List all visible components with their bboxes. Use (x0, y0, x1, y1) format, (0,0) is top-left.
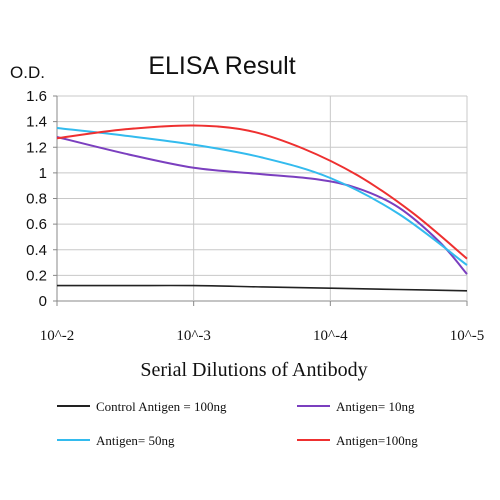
y-tick-label: 1.6 (26, 88, 47, 105)
series-line-antigen-100ng (56, 124, 468, 260)
legend-label: Antigen=100ng (336, 433, 418, 448)
series-line-control-antigen (57, 284, 468, 292)
y-axis-ticks: 0 0.2 0.4 0.6 0.8 1 1.2 1.4 1.6 (26, 88, 47, 310)
series-lines (56, 124, 468, 292)
y-tick-label: 0.2 (26, 267, 47, 284)
x-tick-label: 10^-2 (40, 328, 75, 344)
legend-label: Antigen= 50ng (96, 433, 175, 448)
y-tick-label: 1 (39, 165, 47, 182)
legend-label: Control Antigen = 100ng (96, 399, 227, 414)
y-tick-label: 1.2 (26, 139, 47, 156)
x-tick-label: 10^-4 (313, 328, 348, 344)
y-tick-label: 0.6 (26, 216, 47, 233)
series-line-antigen-10ng (56, 136, 468, 275)
series-line-antigen-50ng (56, 127, 468, 266)
y-tick-label: 0 (39, 293, 47, 310)
y-tick-label: 0.4 (26, 242, 47, 259)
legend-label: Antigen= 10ng (336, 399, 415, 414)
x-tick-label: 10^-3 (176, 328, 211, 344)
y-tick-label: 1.4 (26, 114, 47, 131)
grid-lines (53, 95, 468, 306)
x-axis-label: Serial Dilutions of Antibody (140, 359, 367, 381)
x-axis-ticks: 10^-2 10^-3 10^-4 10^-5 (40, 328, 485, 344)
y-axis-label: O.D. (10, 63, 45, 82)
chart-title: ELISA Result (148, 52, 295, 80)
x-tick-label: 10^-5 (450, 328, 485, 344)
y-tick-label: 0.8 (26, 191, 47, 208)
legend: Control Antigen = 100ng Antigen= 10ng Anti… (57, 399, 418, 448)
